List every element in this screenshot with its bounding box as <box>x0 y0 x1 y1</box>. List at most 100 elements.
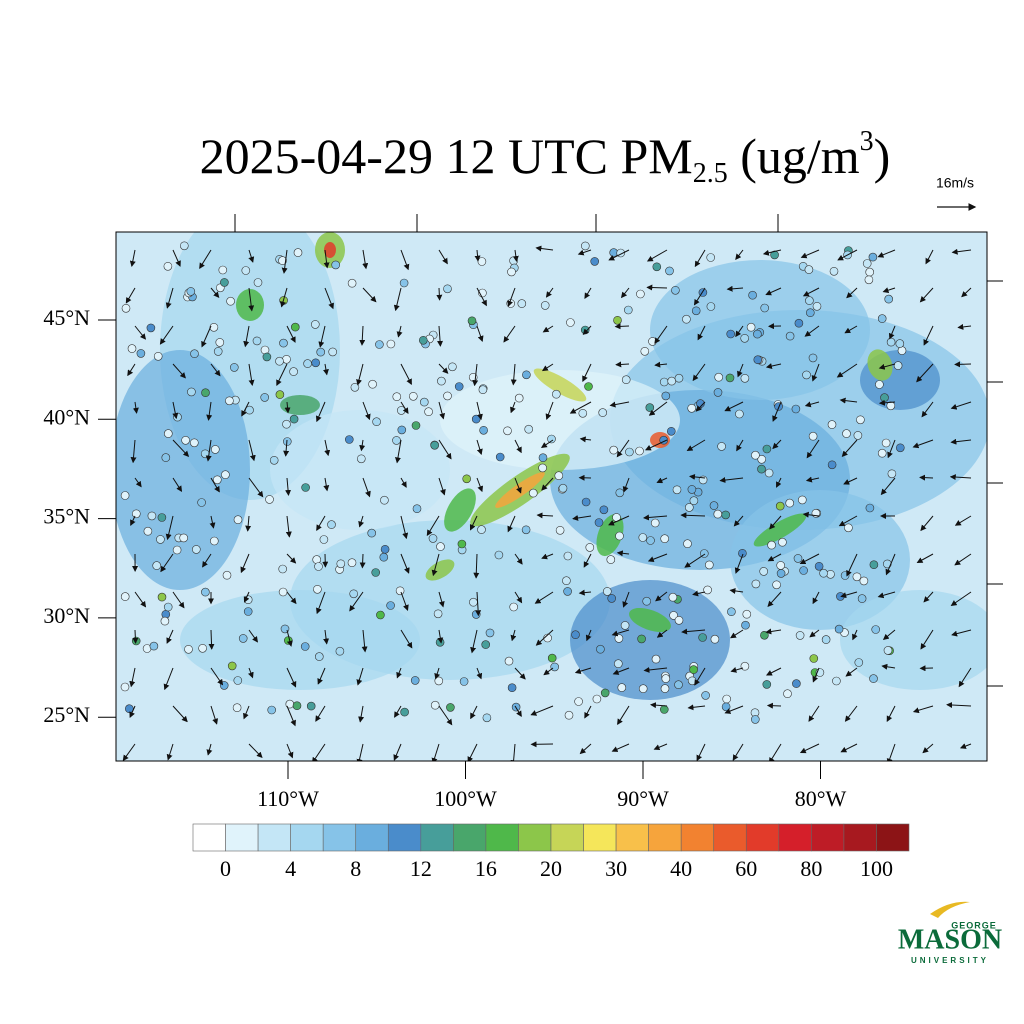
station <box>859 576 869 586</box>
wind-vector <box>878 399 896 406</box>
colorbar-label: 80 <box>800 856 822 881</box>
station <box>181 435 190 445</box>
wind-vector <box>473 553 480 579</box>
station <box>762 680 772 689</box>
station <box>146 323 156 333</box>
station <box>563 551 573 561</box>
wind-vector <box>724 401 744 412</box>
station <box>738 548 747 558</box>
wind-vector <box>923 325 934 346</box>
wind-vector <box>394 705 402 718</box>
wind-vector <box>285 477 292 496</box>
lon-label: 100°W <box>434 786 497 811</box>
station <box>477 525 486 534</box>
wind-vector <box>654 361 668 368</box>
station <box>424 407 433 417</box>
station <box>895 339 905 348</box>
station <box>279 338 288 348</box>
wind-vector <box>431 743 440 761</box>
wind-vector <box>719 477 744 484</box>
wind-vector <box>438 249 448 265</box>
wind-vector <box>470 705 478 720</box>
wind-vector <box>916 553 934 563</box>
colorbar-box <box>680 823 715 852</box>
station <box>411 421 421 430</box>
station <box>153 351 163 361</box>
station <box>691 306 701 316</box>
wind-vector <box>243 705 250 720</box>
station <box>827 460 837 470</box>
station <box>660 534 670 544</box>
wind-vector <box>615 361 630 368</box>
wind-vector <box>438 363 449 374</box>
wind-vector <box>359 553 366 569</box>
wind-vector <box>395 439 402 464</box>
wind-vector <box>284 401 291 414</box>
wind-vector <box>647 553 668 563</box>
wind-vector <box>693 287 706 306</box>
wind-vector <box>400 553 410 574</box>
wind-vector <box>839 397 858 404</box>
wind-vector <box>512 249 519 262</box>
wind-vector <box>737 363 744 378</box>
colorbar-box <box>225 823 259 852</box>
station <box>521 525 531 535</box>
wind-vector <box>765 363 782 369</box>
logo-main: MASON <box>898 924 1002 955</box>
station <box>222 570 232 580</box>
wind-vector <box>648 401 668 416</box>
wind-vector <box>400 401 409 414</box>
wind-vector <box>286 325 296 343</box>
colorbar-label: 4 <box>285 856 296 881</box>
wind-vector <box>611 629 630 637</box>
station <box>399 278 409 288</box>
station <box>684 503 694 512</box>
wind-vector <box>806 439 820 459</box>
axis-labels: 45°N 40°N 35°N 30°N 25°N 110°W 100°W 90°W 80°W <box>43 305 846 811</box>
station <box>443 284 452 294</box>
wind-vector <box>768 743 782 761</box>
wind-vector <box>541 477 554 491</box>
lon-label: 80°W <box>795 786 847 811</box>
wind-vector <box>656 477 668 484</box>
wind-vector <box>400 477 407 488</box>
wind-vector <box>888 325 896 340</box>
wind-vector <box>584 705 592 719</box>
station <box>672 485 682 495</box>
station <box>131 636 141 646</box>
wind-vector <box>844 325 858 334</box>
station <box>617 683 627 692</box>
wind-vector <box>437 325 444 347</box>
station <box>547 434 556 444</box>
wind-vector <box>916 363 934 383</box>
station <box>479 425 488 435</box>
wind-vector <box>844 705 858 722</box>
station <box>648 337 657 346</box>
station <box>267 705 277 715</box>
wind-vector <box>286 667 297 688</box>
station <box>180 241 189 251</box>
wind-vector <box>400 629 413 649</box>
station <box>799 566 808 575</box>
wind-vector <box>843 477 858 485</box>
station <box>290 322 300 332</box>
wind-vector <box>396 325 403 338</box>
wind-vector <box>166 629 174 644</box>
station <box>314 652 324 661</box>
station <box>161 453 171 462</box>
station <box>613 659 623 669</box>
wind-vector <box>476 439 483 456</box>
wind-vector <box>579 743 592 755</box>
wind-vector <box>400 591 409 611</box>
wind-vector <box>248 629 258 643</box>
wind-vector <box>694 667 706 686</box>
station <box>581 497 591 507</box>
colorbar-label: 20 <box>540 856 562 881</box>
wind-vector <box>134 325 147 340</box>
colorbar-label: 60 <box>735 856 757 881</box>
station <box>335 646 345 656</box>
station <box>623 305 633 315</box>
colorbar-box <box>648 823 682 852</box>
wind-vector <box>438 401 446 420</box>
station <box>446 703 455 712</box>
